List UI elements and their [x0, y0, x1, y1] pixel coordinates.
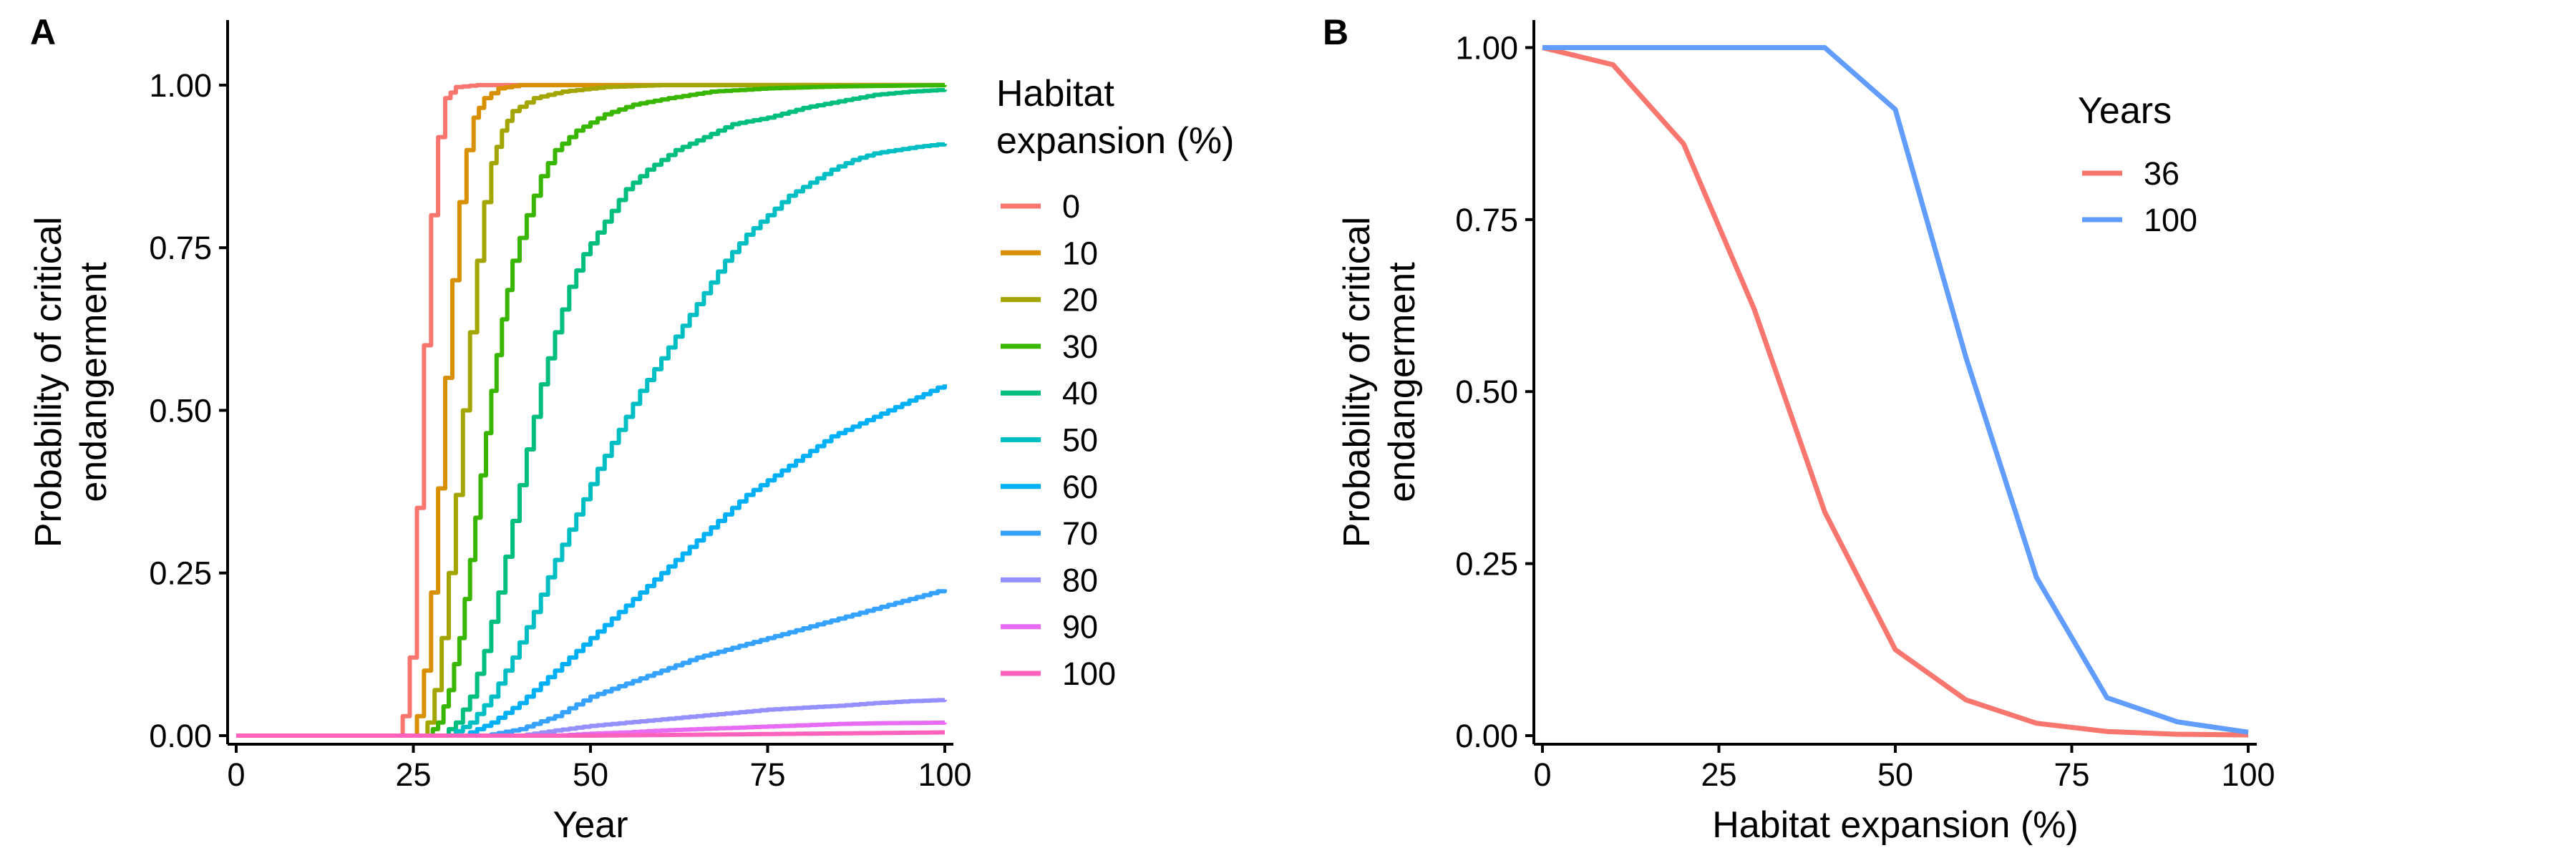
y-axis-title: endangerment [73, 262, 115, 502]
y-tick-label: 0.50 [149, 392, 212, 429]
x-tick-label: 75 [2053, 756, 2089, 793]
chart-panel-b: B 0.00 0.25 0.50 0.75 1.00 0 25 50 75 100 Habitat e… [1323, 12, 2275, 846]
legend-title: expansion (%) [996, 120, 1234, 162]
legend-label: 40 [1062, 375, 1098, 411]
legend-label: 30 [1062, 328, 1098, 365]
y-tick-label: 1.00 [149, 67, 212, 104]
legend-label: 70 [1062, 515, 1098, 552]
legend-title: Years [2078, 90, 2172, 132]
y-tick-label: 0.75 [149, 230, 212, 266]
series-line-100 [1542, 48, 2248, 733]
legend-label: 80 [1062, 562, 1098, 598]
x-tick-label: 50 [1877, 756, 1913, 793]
x-axis-title: Habitat expansion (%) [1712, 804, 2079, 846]
x-tick-label: 0 [1533, 756, 1551, 793]
chart-panel-a: A0.000.250.500.751.000 25 50 75 100YearProba… [28, 12, 1234, 846]
series-line-50 [236, 144, 945, 736]
y-tick-label: 0.50 [1455, 374, 1518, 410]
legend-title: Habitat [996, 73, 1114, 114]
series-line-60 [236, 384, 945, 736]
x-tick-label: 100 [918, 756, 971, 793]
panel-letter: A [30, 12, 56, 52]
series-line-80 [236, 700, 945, 736]
y-tick-label: 1.00 [1455, 29, 1518, 66]
legend-label: 50 [1062, 422, 1098, 459]
x-tick-label: 50 [573, 756, 608, 793]
y-tick-label: 0.75 [1455, 202, 1518, 238]
legend-label: 90 [1062, 609, 1098, 645]
y-tick-label: 0.00 [1455, 718, 1518, 754]
x-tick-label: 0 [227, 756, 245, 793]
legend-label: 100 [2144, 202, 2197, 238]
x-axis-title: Year [553, 804, 628, 846]
legend-label: 0 [1062, 188, 1080, 225]
y-tick-label: 0.00 [149, 718, 212, 754]
y-axis-title: Probability of critical [1336, 217, 1378, 547]
legend-label: 10 [1062, 235, 1098, 271]
y-axis-title: endangerment [1381, 262, 1423, 502]
legend-label: 20 [1062, 282, 1098, 318]
x-tick-label: 25 [1701, 756, 1736, 793]
y-axis-title: Probability of critical [28, 217, 69, 547]
legend-label: 60 [1062, 469, 1098, 505]
x-tick-label: 25 [395, 756, 431, 793]
series-line-70 [236, 590, 945, 736]
y-tick-label: 0.25 [149, 555, 212, 592]
legend-label: 36 [2144, 155, 2179, 192]
panel-letter: B [1323, 12, 1348, 52]
y-tick-label: 0.25 [1455, 546, 1518, 582]
x-tick-label: 100 [2221, 756, 2275, 793]
x-tick-label: 75 [749, 756, 785, 793]
series-line-36 [1542, 48, 2248, 736]
legend-label: 100 [1062, 655, 1116, 692]
